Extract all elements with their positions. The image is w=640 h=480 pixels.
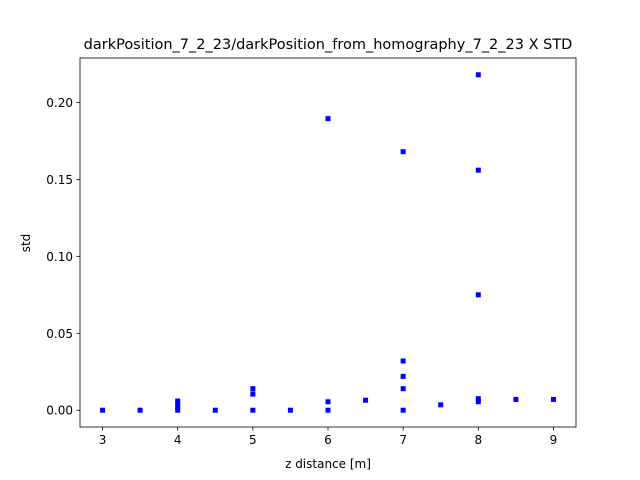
x-tick-label: 6 <box>324 433 332 447</box>
y-tick-label: 0.10 <box>46 250 73 264</box>
y-axis-label: std <box>19 234 33 253</box>
x-axis: 3 4 5 6 7 8 9 <box>99 427 558 447</box>
x-tick-label: 3 <box>99 433 107 447</box>
data-point <box>287 407 293 413</box>
x-tick-label: 4 <box>174 433 182 447</box>
data-point <box>400 386 406 392</box>
data-point <box>438 402 444 408</box>
data-markers <box>100 72 556 413</box>
data-point <box>400 358 406 364</box>
y-tick-label: 0.05 <box>46 327 73 341</box>
data-point <box>175 407 181 413</box>
x-tick-label: 5 <box>249 433 257 447</box>
plot-area: 3 4 5 6 7 8 9 0.00 0.05 0.10 0.15 0.20 <box>46 57 577 447</box>
data-point <box>400 407 406 413</box>
data-point <box>475 167 481 173</box>
data-point <box>475 396 481 402</box>
data-point <box>175 404 181 410</box>
data-point <box>100 407 106 413</box>
x-tick-label: 8 <box>474 433 482 447</box>
data-point <box>175 401 181 407</box>
data-point <box>175 398 181 404</box>
data-point <box>250 407 256 413</box>
data-point <box>212 407 218 413</box>
data-point <box>137 407 143 413</box>
data-point <box>475 292 481 298</box>
data-point <box>250 391 256 397</box>
chart-title: darkPosition_7_2_23/darkPosition_from_ho… <box>84 37 573 53</box>
data-point <box>550 396 556 402</box>
data-point <box>475 72 481 78</box>
data-point <box>250 386 256 392</box>
data-point <box>513 396 519 402</box>
x-tick-label: 9 <box>550 433 558 447</box>
data-point <box>400 149 406 155</box>
y-tick-label: 0.20 <box>46 96 73 110</box>
data-point <box>363 397 369 403</box>
data-point <box>400 373 406 379</box>
x-axis-label: z distance [m] <box>285 457 371 471</box>
y-tick-label: 0.00 <box>46 404 73 418</box>
y-tick-label: 0.15 <box>46 173 73 187</box>
data-point <box>325 399 331 405</box>
data-point <box>475 399 481 405</box>
data-point <box>325 407 331 413</box>
x-tick-label: 7 <box>399 433 407 447</box>
y-axis: 0.00 0.05 0.10 0.15 0.20 <box>46 96 80 418</box>
data-point <box>325 116 331 122</box>
